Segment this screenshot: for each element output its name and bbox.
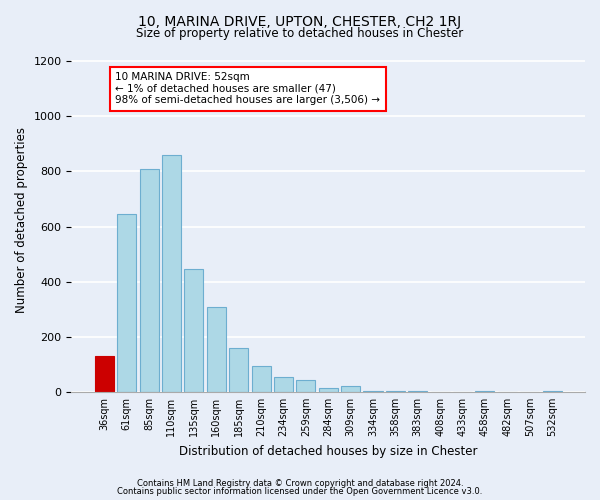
Bar xyxy=(274,377,293,392)
Bar xyxy=(207,306,226,392)
Bar xyxy=(184,270,203,392)
Bar xyxy=(386,390,405,392)
Text: 10, MARINA DRIVE, UPTON, CHESTER, CH2 1RJ: 10, MARINA DRIVE, UPTON, CHESTER, CH2 1R… xyxy=(139,15,461,29)
X-axis label: Distribution of detached houses by size in Chester: Distribution of detached houses by size … xyxy=(179,444,478,458)
Bar xyxy=(229,348,248,392)
Bar xyxy=(364,390,383,392)
Bar xyxy=(319,388,338,392)
Bar xyxy=(251,366,271,392)
Bar xyxy=(542,390,562,392)
Bar xyxy=(162,155,181,392)
Bar xyxy=(117,214,136,392)
Bar xyxy=(341,386,360,392)
Text: Contains public sector information licensed under the Open Government Licence v3: Contains public sector information licen… xyxy=(118,487,482,496)
Bar xyxy=(296,380,316,392)
Bar xyxy=(140,168,158,392)
Text: Size of property relative to detached houses in Chester: Size of property relative to detached ho… xyxy=(136,28,464,40)
Bar xyxy=(95,356,114,392)
Text: Contains HM Land Registry data © Crown copyright and database right 2024.: Contains HM Land Registry data © Crown c… xyxy=(137,479,463,488)
Bar xyxy=(475,390,494,392)
Y-axis label: Number of detached properties: Number of detached properties xyxy=(15,126,28,312)
Text: 10 MARINA DRIVE: 52sqm
← 1% of detached houses are smaller (47)
98% of semi-deta: 10 MARINA DRIVE: 52sqm ← 1% of detached … xyxy=(115,72,380,106)
